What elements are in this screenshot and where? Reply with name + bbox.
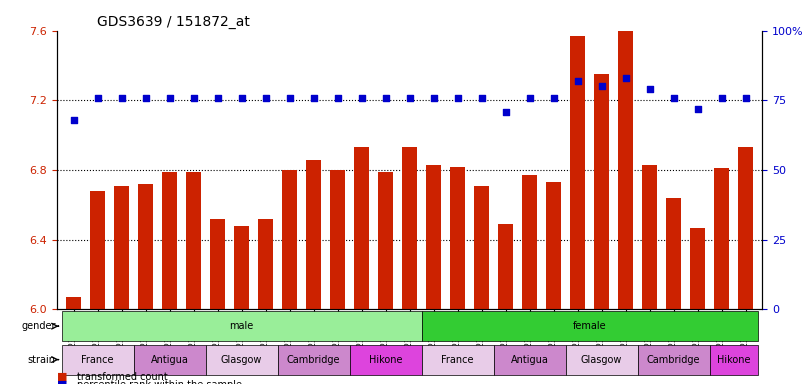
- Text: Hikone: Hikone: [369, 354, 402, 364]
- Point: [403, 94, 416, 101]
- Bar: [450, 167, 465, 310]
- Text: Cambridge: Cambridge: [647, 354, 700, 364]
- Bar: [594, 74, 609, 310]
- FancyBboxPatch shape: [565, 344, 637, 375]
- Bar: [547, 182, 560, 310]
- Text: ■: ■: [57, 380, 67, 384]
- Point: [523, 94, 536, 101]
- Bar: [522, 175, 537, 310]
- FancyBboxPatch shape: [350, 344, 422, 375]
- Bar: [379, 172, 393, 310]
- Bar: [570, 36, 585, 310]
- Bar: [714, 168, 729, 310]
- Bar: [234, 226, 249, 310]
- Point: [331, 94, 344, 101]
- Bar: [330, 170, 345, 310]
- Point: [691, 106, 704, 112]
- FancyBboxPatch shape: [134, 344, 205, 375]
- Text: GDS3639 / 151872_at: GDS3639 / 151872_at: [97, 15, 251, 29]
- Bar: [667, 198, 680, 310]
- Text: ■: ■: [57, 372, 67, 382]
- Bar: [114, 186, 129, 310]
- Point: [571, 78, 584, 84]
- Point: [451, 94, 464, 101]
- Text: Cambridge: Cambridge: [287, 354, 341, 364]
- Bar: [282, 170, 297, 310]
- Text: France: France: [441, 354, 474, 364]
- Text: Glasgow: Glasgow: [221, 354, 262, 364]
- FancyBboxPatch shape: [62, 344, 134, 375]
- Bar: [187, 172, 201, 310]
- Bar: [498, 224, 513, 310]
- Bar: [259, 219, 272, 310]
- Text: Hikone: Hikone: [717, 354, 750, 364]
- Text: female: female: [573, 321, 607, 331]
- FancyBboxPatch shape: [422, 344, 494, 375]
- Point: [547, 94, 560, 101]
- Point: [91, 94, 104, 101]
- Bar: [738, 147, 753, 310]
- FancyBboxPatch shape: [494, 344, 565, 375]
- Bar: [139, 184, 152, 310]
- Point: [211, 94, 224, 101]
- Point: [283, 94, 296, 101]
- Point: [259, 94, 272, 101]
- Text: transformed count: transformed count: [77, 372, 168, 382]
- FancyBboxPatch shape: [277, 344, 350, 375]
- Bar: [90, 191, 105, 310]
- Bar: [307, 160, 321, 310]
- FancyBboxPatch shape: [422, 311, 757, 341]
- Point: [499, 108, 512, 114]
- Bar: [474, 186, 489, 310]
- Point: [715, 94, 728, 101]
- Bar: [690, 228, 705, 310]
- Point: [307, 94, 320, 101]
- Point: [139, 94, 152, 101]
- Point: [355, 94, 368, 101]
- Bar: [427, 165, 440, 310]
- Text: Glasgow: Glasgow: [581, 354, 622, 364]
- Text: France: France: [81, 354, 114, 364]
- Point: [427, 94, 440, 101]
- Bar: [210, 219, 225, 310]
- FancyBboxPatch shape: [205, 344, 277, 375]
- Text: strain: strain: [28, 354, 56, 364]
- Point: [67, 117, 80, 123]
- Bar: [402, 147, 417, 310]
- Point: [595, 83, 608, 89]
- Point: [619, 75, 632, 81]
- Point: [187, 94, 200, 101]
- Text: male: male: [230, 321, 254, 331]
- Point: [739, 94, 752, 101]
- FancyBboxPatch shape: [710, 344, 757, 375]
- Point: [115, 94, 128, 101]
- Point: [163, 94, 176, 101]
- FancyBboxPatch shape: [62, 311, 422, 341]
- Bar: [618, 31, 633, 310]
- Point: [379, 94, 392, 101]
- Point: [475, 94, 488, 101]
- Bar: [642, 165, 657, 310]
- Bar: [67, 297, 81, 310]
- Bar: [162, 172, 177, 310]
- Point: [643, 86, 656, 92]
- Point: [235, 94, 248, 101]
- Text: gender: gender: [21, 321, 56, 331]
- Text: Antigua: Antigua: [511, 354, 548, 364]
- Bar: [354, 147, 369, 310]
- Text: percentile rank within the sample: percentile rank within the sample: [77, 380, 242, 384]
- Text: Antigua: Antigua: [151, 354, 188, 364]
- Point: [667, 94, 680, 101]
- FancyBboxPatch shape: [637, 344, 710, 375]
